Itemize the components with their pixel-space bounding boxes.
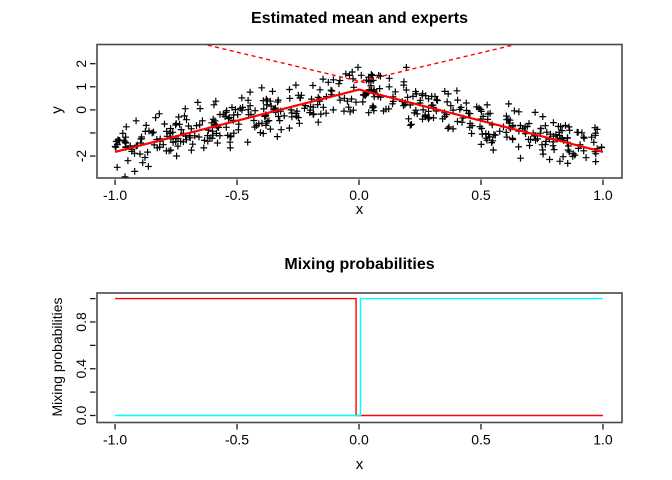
x-tick-label: 0.5: [471, 187, 491, 203]
plot-box: [96, 43, 623, 179]
x-tick-label: -1.0: [103, 187, 127, 203]
x-axis: -1.0 -0.5 0.0 0.5 1.0: [103, 179, 613, 203]
expert-1-mixing-probability-line: [115, 297, 603, 417]
scatter-points: [111, 63, 605, 178]
estimated-mean-line: [114, 88, 604, 153]
y-tick-label: 0.8: [73, 312, 89, 332]
y-tick-label: -2: [73, 150, 89, 163]
y-tick-label: 1: [73, 83, 89, 91]
y-tick-label: 0: [73, 106, 89, 114]
x-tick-label: -0.5: [225, 432, 249, 448]
x-tick-label: 0.0: [349, 432, 369, 448]
y-tick-label: 0.4: [73, 359, 89, 379]
x-tick-label: -1.0: [103, 432, 127, 448]
expert-2-mixing-probability-line: [115, 297, 603, 417]
bottom-chart-title: Mixing probabilities: [284, 256, 435, 273]
plot-box: [96, 292, 623, 424]
x-tick-label: 0.5: [471, 432, 491, 448]
x-tick-label: 1.0: [593, 432, 613, 448]
top-chart-x-axis-title: x: [355, 201, 364, 218]
y-axis: 0.0 0.4 0.8: [73, 297, 96, 426]
top-chart-title: Estimated mean and experts: [251, 10, 468, 27]
x-tick-label: 0.0: [349, 187, 369, 203]
x-tick-label: 1.0: [593, 187, 613, 203]
y-axis: -2 0 1 2: [73, 60, 96, 163]
bottom-chart-x-axis-title: x: [355, 456, 364, 473]
y-tick-label: 2: [73, 60, 89, 68]
x-tick-label: -0.5: [225, 187, 249, 203]
x-axis: -1.0 -0.5 0.0 0.5 1.0: [103, 424, 613, 448]
y-tick-label: 0.0: [73, 406, 89, 426]
expert-2-extrapolation-line: [207, 44, 369, 85]
expert-1-extrapolation-line: [353, 44, 513, 84]
